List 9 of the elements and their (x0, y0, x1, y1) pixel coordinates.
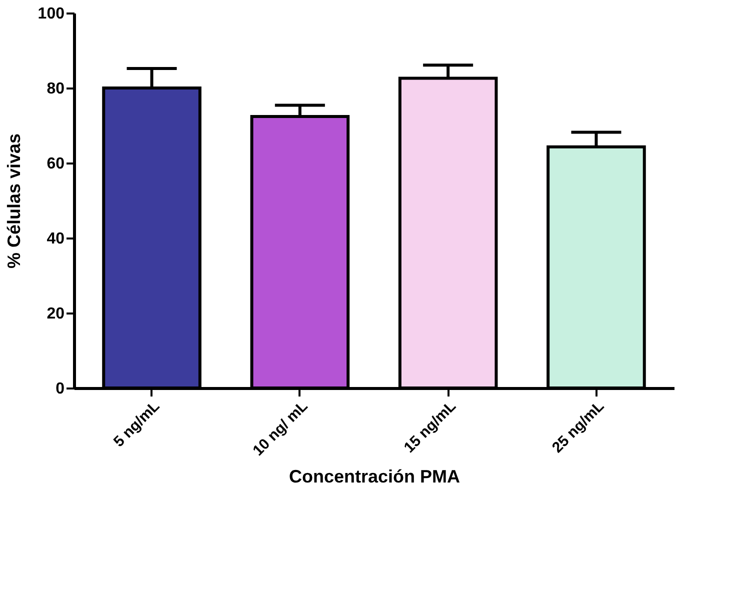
y-axis-title: % Células vivas (4, 133, 24, 269)
x-tick-label: 10 ng/ mL (250, 398, 312, 460)
y-tick-label: 20 (46, 306, 65, 322)
y-tick-label: 40 (46, 230, 65, 248)
y-tick-label: 0 (56, 380, 65, 398)
x-axis-title: Concentración PMA (288, 466, 460, 487)
y-tick-label: 100 (38, 6, 65, 22)
y-tick-label: 80 (46, 80, 65, 98)
y-tick-label: 60 (46, 156, 65, 172)
